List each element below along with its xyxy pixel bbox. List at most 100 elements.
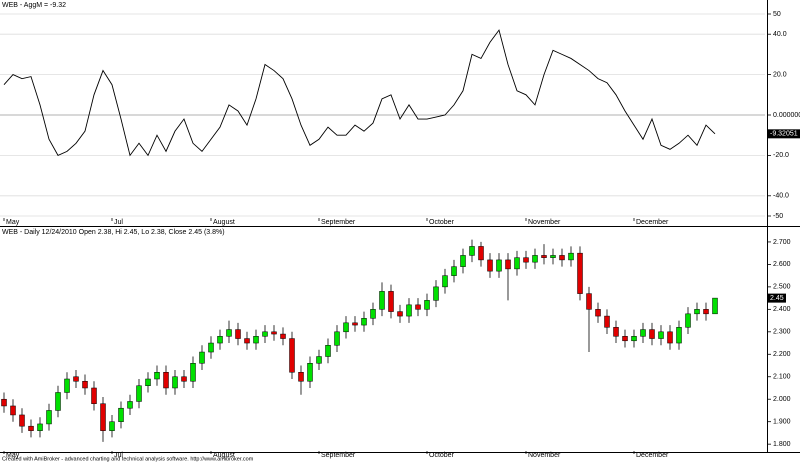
candle-body [226, 329, 232, 337]
candle-body [415, 304, 421, 310]
y-tick-label: 20.0 [773, 71, 787, 78]
x-tick-label: May [6, 219, 20, 226]
last-value-box [768, 293, 786, 303]
candle-body [55, 392, 61, 411]
candle-body [631, 336, 637, 342]
candle-body [109, 421, 115, 431]
x-tick-label: September [321, 219, 356, 226]
candle-body [100, 403, 106, 431]
candle-body [163, 372, 169, 389]
y-tick-label: 1.800 [773, 441, 791, 448]
footer: Created with AmiBroker - advanced charti… [2, 456, 254, 462]
y-tick-label: 40.0 [773, 31, 787, 38]
candle-body [388, 291, 394, 312]
candle-body [244, 338, 250, 344]
candle-body [478, 246, 484, 261]
candle-body [118, 407, 124, 422]
candle-body [208, 342, 214, 353]
x-tick-label: Jul [114, 219, 123, 226]
candle-body [550, 255, 556, 258]
candle-body [487, 259, 493, 272]
y-tick-label: -40.0 [773, 193, 789, 200]
candle-body [325, 345, 331, 357]
candle-body [640, 329, 646, 337]
candle-body [523, 257, 529, 263]
candle-body [217, 336, 223, 344]
x-tick-label: November [528, 452, 561, 459]
candle-body [37, 423, 43, 431]
x-tick-label: December [636, 219, 669, 226]
y-tick-label: 2.500 [773, 284, 791, 291]
candle-body [73, 376, 79, 382]
candle-body [343, 322, 349, 333]
candle-body [298, 372, 304, 382]
candle-body [433, 286, 439, 301]
candle-body [514, 257, 520, 270]
candle-body [289, 338, 295, 373]
candle-body [532, 255, 538, 263]
last-value-label: -9.32051 [770, 131, 798, 138]
candle-body [280, 333, 286, 339]
candle-body [154, 372, 160, 380]
candle-body [694, 309, 700, 315]
chart-title: WEB - AggM = -9.32 [2, 2, 66, 9]
last-value-box [768, 129, 800, 139]
candle-body [703, 309, 709, 315]
candle-body [568, 252, 574, 261]
candle-body [595, 309, 601, 317]
y-tick-label: 0.000000 [773, 112, 800, 119]
y-tick-label: -20.0 [773, 152, 789, 159]
x-tick-label: August [213, 219, 235, 226]
x-tick-label: May [6, 452, 20, 459]
candle-body [64, 378, 70, 393]
oscillator-line [3, 29, 716, 157]
candle-body [1, 398, 7, 407]
candle-body [559, 255, 565, 261]
candle-body [406, 304, 412, 317]
candle-body [352, 322, 358, 326]
candle-body [127, 401, 133, 409]
candle-body [145, 378, 151, 386]
y-tick-label: 2.300 [773, 329, 791, 336]
candle-body [181, 376, 187, 382]
candle-body [379, 291, 385, 310]
candle-body [136, 385, 142, 402]
x-tick-label: Jul [114, 452, 123, 459]
candle-body [28, 425, 34, 431]
candle-body [496, 259, 502, 272]
candle-body [460, 255, 466, 267]
candle-body [577, 252, 583, 294]
x-tick-label: December [636, 452, 669, 459]
last-value-label: 2.45 [770, 295, 784, 302]
candle-body [604, 315, 610, 328]
candle-body [46, 410, 52, 425]
candle-body [469, 246, 475, 256]
candle-body [91, 387, 97, 404]
y-tick-label: 1.900 [773, 419, 791, 426]
candle-body [253, 336, 259, 344]
candle-body [172, 376, 178, 389]
candle-body [613, 327, 619, 337]
candle-body [235, 329, 241, 339]
candle-body [541, 255, 547, 258]
y-tick-label: 50 [773, 11, 781, 18]
y-tick-label: 2.700 [773, 239, 791, 246]
candle-body [442, 275, 448, 288]
candle-body [622, 336, 628, 342]
candle-body [451, 266, 457, 276]
y-tick-label: 2.600 [773, 261, 791, 268]
candle-body [199, 351, 205, 364]
candle-body [586, 293, 592, 310]
y-tick-label: 2.100 [773, 374, 791, 381]
candle-body [190, 363, 196, 382]
candle-body [271, 331, 277, 335]
candle-body [361, 318, 367, 326]
y-tick-label: 2.400 [773, 306, 791, 313]
candle-body [316, 356, 322, 364]
x-tick-label: October [429, 452, 455, 459]
candle-body [676, 327, 682, 344]
x-tick-label: November [528, 219, 561, 226]
chart-title: WEB - Daily 12/24/2010 Open 2.38, Hi 2.4… [2, 229, 225, 236]
